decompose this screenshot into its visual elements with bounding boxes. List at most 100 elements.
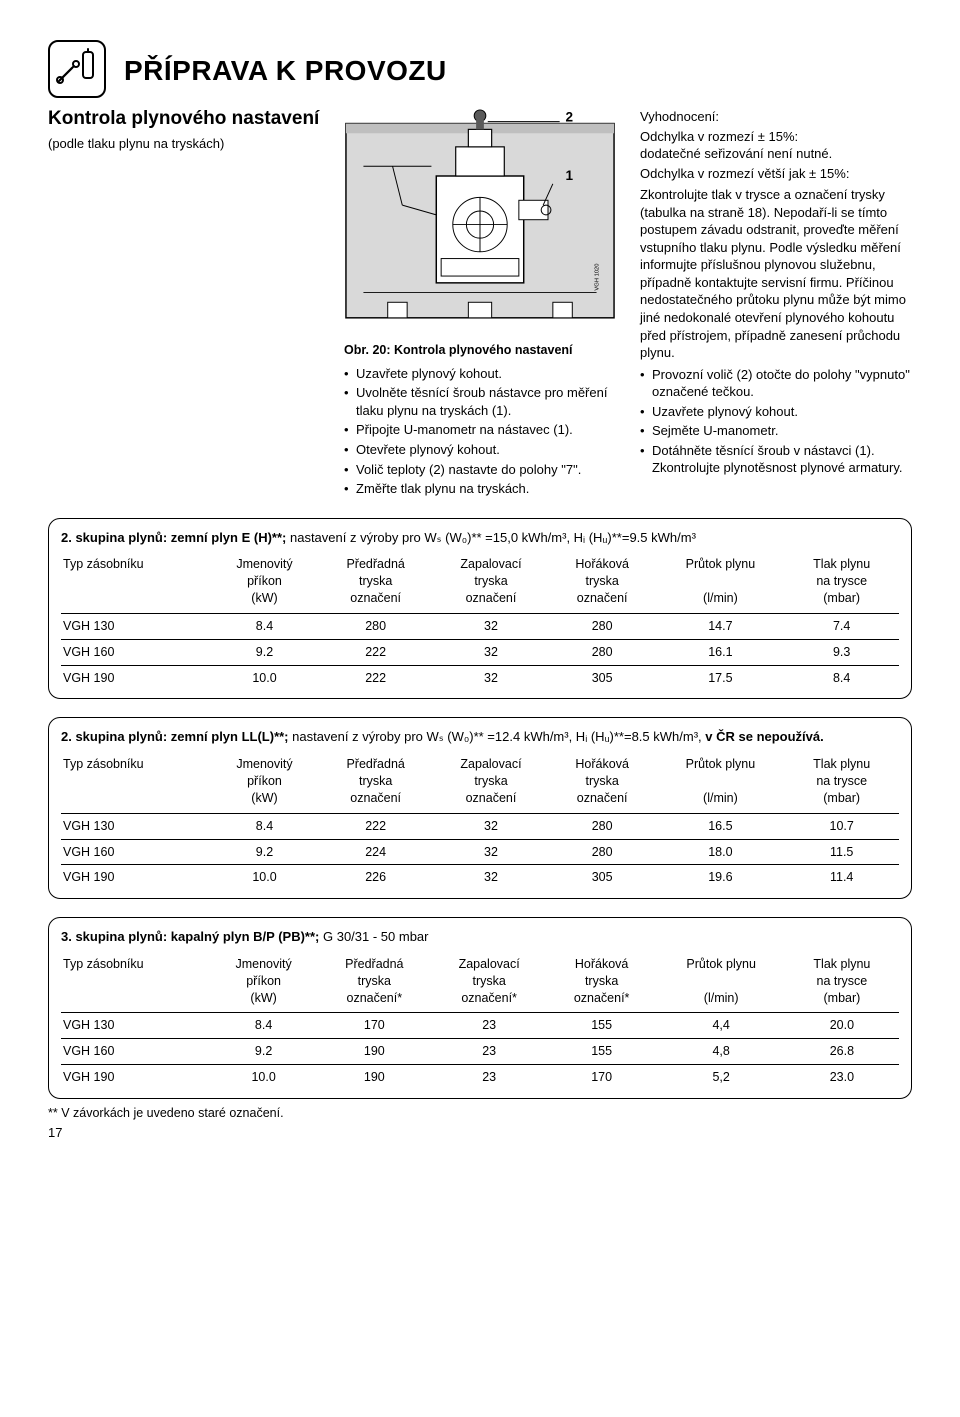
table-cell: VGH 130 — [61, 813, 212, 839]
group2-lead: 2. skupina plynů: zemní plyn LL(L)**; — [61, 729, 292, 744]
table-cell: 7.4 — [788, 613, 899, 639]
table-cell: 26.8 — [789, 1039, 899, 1065]
table-cell: 280 — [321, 613, 434, 639]
table-cell: 226 — [321, 865, 434, 894]
table-cell: 280 — [552, 639, 657, 665]
table-cell: 8.4 — [212, 613, 321, 639]
table-cell: 16.1 — [656, 639, 788, 665]
table-cell: VGH 190 — [61, 865, 212, 894]
table-cell: 11.4 — [788, 865, 899, 894]
eval-line1: Odchylka v rozmezí ± 15%: dodatečné seři… — [640, 128, 912, 163]
group3-tail: G 30/31 - 50 mbar — [323, 929, 429, 944]
table-cell: 280 — [552, 813, 657, 839]
table-cell: 23 — [433, 1039, 550, 1065]
eval-line1b: dodatečné seřizování není nutné. — [640, 146, 832, 161]
th-pressure: Tlak plynuna trysce(mbar) — [788, 754, 899, 813]
table-1: Typ zásobníkuJmenovitýpříkon(kW)Předřadn… — [61, 554, 899, 694]
figure-caption: Obr. 20: Kontrola plynového nastavení — [344, 342, 616, 359]
table-cell: 190 — [320, 1039, 432, 1065]
table-cell: 32 — [434, 639, 552, 665]
list-item: Provozní volič (2) otočte do polohy "vyp… — [640, 366, 912, 401]
table-row: VGH 19010.02263230519.611.4 — [61, 865, 899, 894]
th-pressure: Tlak plynuna trysce(mbar) — [789, 954, 899, 1013]
table-cell: 9.2 — [211, 1039, 320, 1065]
th-prenozzle: Předřadnátryskaoznačení* — [320, 954, 432, 1013]
table-row: VGH 1308.42803228014.77.4 — [61, 613, 899, 639]
table-cell: 20.0 — [789, 1013, 899, 1039]
table-cell: VGH 130 — [61, 1013, 211, 1039]
table-cell: 23 — [433, 1013, 550, 1039]
table-3-head: Typ zásobníkuJmenovitýpříkon(kW)Předřadn… — [61, 954, 899, 1013]
list-item: Dotáhněte těsnící šroub v nástavci (1). … — [640, 442, 912, 477]
table-3: Typ zásobníkuJmenovitýpříkon(kW)Předřadn… — [61, 954, 899, 1094]
table-row: VGH 19010.0190231705,223.0 — [61, 1065, 899, 1094]
table-1-head: Typ zásobníkuJmenovitýpříkon(kW)Předřadn… — [61, 554, 899, 613]
table-cell: 190 — [320, 1065, 432, 1094]
table-cell: VGH 160 — [61, 839, 212, 865]
table-cell: 32 — [434, 839, 552, 865]
table-row: VGH 1308.42223228016.510.7 — [61, 813, 899, 839]
table-cell: 32 — [434, 813, 552, 839]
table-cell: 5,2 — [658, 1065, 789, 1094]
th-prenozzle: Předřadnátryskaoznačení — [321, 554, 434, 613]
section-heading: Kontrola plynového nastavení — [48, 108, 320, 131]
table-cell: 16.5 — [656, 813, 788, 839]
list-item: Sejměte U-manometr. — [640, 422, 912, 440]
table-cell: VGH 160 — [61, 639, 212, 665]
figure-20: 1 2 VGH 1020 — [344, 108, 616, 336]
table-cell: 170 — [550, 1065, 658, 1094]
group3-title: 3. skupina plynů: kapalný plyn B/P (PB)*… — [61, 928, 899, 946]
table-cell: 11.5 — [788, 839, 899, 865]
table-cell: 10.0 — [212, 865, 321, 894]
footnote: ** V závorkách je uvedeno staré označení… — [48, 1105, 912, 1122]
table-2-head: Typ zásobníkuJmenovitýpříkon(kW)Předřadn… — [61, 754, 899, 813]
eval-line1a: Odchylka v rozmezí ± 15%: — [640, 129, 798, 144]
table-3-body: VGH 1308.4170231554,420.0VGH 1609.219023… — [61, 1013, 899, 1094]
table-2: Typ zásobníkuJmenovitýpříkon(kW)Předřadn… — [61, 754, 899, 894]
table-row: VGH 1609.22243228018.011.5 — [61, 839, 899, 865]
figure-corner-label: VGH 1020 — [595, 263, 601, 290]
table-cell: 224 — [321, 839, 434, 865]
figure-diagram: 1 2 VGH 1020 — [344, 108, 616, 331]
th-pressure: Tlak plynuna trysce(mbar) — [788, 554, 899, 613]
table-cell: 23 — [433, 1065, 550, 1094]
group1-title: 2. skupina plynů: zemní plyn E (H)**; na… — [61, 529, 899, 547]
table-cell: 222 — [321, 639, 434, 665]
table-cell: 222 — [321, 813, 434, 839]
table-2-body: VGH 1308.42223228016.510.7VGH 1609.22243… — [61, 813, 899, 894]
list-item: Uzavřete plynový kohout. — [640, 403, 912, 421]
table-group-2: 2. skupina plynů: zemní plyn LL(L)**; na… — [48, 717, 912, 899]
right-column: Vyhodnocení: Odchylka v rozmezí ± 15%: d… — [640, 108, 912, 500]
middle-bullets: Uzavřete plynový kohout.Uvolněte těsnící… — [344, 365, 616, 498]
th-pilot: Zapalovacítryskaoznačení — [434, 754, 552, 813]
list-item: Změřte tlak plynu na tryskách. — [344, 480, 616, 498]
table-cell: 170 — [320, 1013, 432, 1039]
table-cell: 4,4 — [658, 1013, 789, 1039]
table-cell: VGH 190 — [61, 665, 212, 694]
table-cell: 10.0 — [211, 1065, 320, 1094]
table-cell: 155 — [550, 1013, 658, 1039]
group2-tail-a: nastavení z výroby pro Wₛ (W₀)** =12.4 k… — [292, 729, 705, 744]
list-item: Volič teploty (2) nastavte do polohy "7"… — [344, 461, 616, 479]
table-cell: 14.7 — [656, 613, 788, 639]
group3-lead: 3. skupina plynů: kapalný plyn B/P (PB)*… — [61, 929, 323, 944]
table-cell: 19.6 — [656, 865, 788, 894]
th-prenozzle: Předřadnátryskaoznačení — [321, 754, 434, 813]
table-cell: 4,8 — [658, 1039, 789, 1065]
table-cell: 32 — [434, 613, 552, 639]
table-cell: 222 — [321, 665, 434, 694]
group1-lead: 2. skupina plynů: zemní plyn E (H)**; — [61, 530, 290, 545]
th-burner: Hořákovátryskaoznačení* — [550, 954, 658, 1013]
th-type: Typ zásobníku — [61, 554, 212, 613]
table-row: VGH 1609.22223228016.19.3 — [61, 639, 899, 665]
th-flow: Průtok plynu (l/min) — [658, 954, 789, 1013]
section-subheading: (podle tlaku plynu na tryskách) — [48, 135, 320, 153]
list-item: Otevřete plynový kohout. — [344, 441, 616, 459]
table-row: VGH 19010.02223230517.58.4 — [61, 665, 899, 694]
table-cell: VGH 190 — [61, 1065, 211, 1094]
list-item: Uzavřete plynový kohout. — [344, 365, 616, 383]
th-pilot: Zapalovacítryskaoznačení — [434, 554, 552, 613]
th-pilot: Zapalovacítryskaoznačení* — [433, 954, 550, 1013]
table-cell: 32 — [434, 665, 552, 694]
table-row: VGH 1308.4170231554,420.0 — [61, 1013, 899, 1039]
